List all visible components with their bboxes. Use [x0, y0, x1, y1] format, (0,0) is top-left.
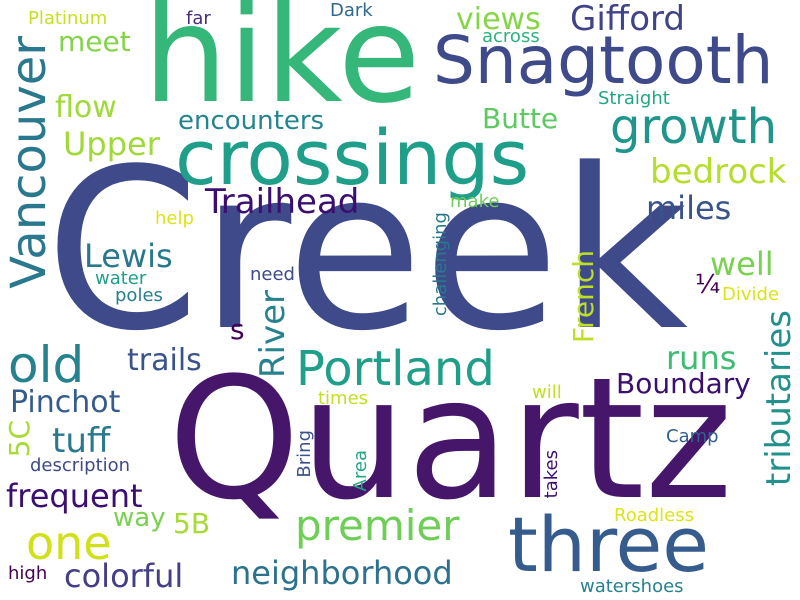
word-creek: Creek [45, 122, 689, 380]
word-area: Area [350, 450, 371, 492]
word-premier: premier [295, 501, 460, 550]
word-gifford: Gifford [570, 0, 685, 39]
word-camp: Camp [666, 426, 719, 447]
word-old: old [8, 336, 85, 394]
word-river: River [253, 290, 293, 379]
word-flow: flow [55, 90, 117, 125]
word-well: well [710, 245, 774, 283]
word-poles: poles [115, 285, 163, 306]
word-snagtooth: Snagtooth [433, 22, 774, 99]
word-boundary: Boundary [616, 367, 751, 400]
word-divide: Divide [722, 284, 780, 305]
word-tributaries: tributaries [759, 310, 799, 487]
word-views: views [456, 2, 541, 37]
word-quartz: Quartz [168, 341, 733, 537]
word-takes: takes [541, 450, 562, 499]
word-make: make [450, 191, 500, 212]
word-help: help [155, 208, 194, 229]
word-dark: Dark [330, 0, 373, 21]
word-way: way [113, 503, 166, 533]
word-crossings: crossings [175, 113, 530, 202]
word-trails: trails [127, 343, 202, 378]
word-bring: Bring [294, 430, 315, 478]
word-meet: meet [58, 25, 131, 58]
word-runs: runs [666, 339, 737, 377]
word-bedrock: bedrock [650, 152, 787, 192]
word-portland: Portland [296, 341, 495, 397]
word-growth: growth [610, 99, 778, 155]
word-straight: Straight [598, 88, 670, 109]
word-quarter: ¼ [695, 270, 721, 300]
word-water: water [95, 268, 147, 289]
word-hike: hike [143, 0, 421, 133]
word-high: high [8, 563, 48, 584]
word-pinchot: Pinchot [10, 385, 121, 420]
word-trailhead: Trailhead [205, 182, 360, 222]
word-roadless: Roadless [614, 505, 694, 526]
word-tuff: tuff [52, 421, 111, 461]
word-platinum: Platinum [28, 8, 108, 29]
word-vancouver: Vancouver [1, 36, 57, 289]
word-three: three [508, 500, 710, 589]
word-encounters: encounters [178, 106, 325, 136]
word-s: s [230, 313, 245, 346]
word-one: one [26, 516, 112, 570]
word-challenging: challenging [430, 212, 451, 317]
word-5c: 5C [3, 420, 36, 458]
word-colorful: colorful [64, 557, 184, 595]
word-lewis: Lewis [84, 237, 173, 275]
word-need: need [250, 264, 295, 285]
word-french: French [567, 250, 600, 344]
word-times: times [318, 388, 369, 409]
word-across: across [482, 26, 540, 47]
word-neighborhood: neighborhood [231, 554, 453, 592]
word-miles: miles [646, 189, 732, 227]
word-5b: 5B [173, 507, 211, 540]
word-far: far [186, 8, 211, 29]
word-frequent: frequent [6, 477, 143, 515]
word-will: will [532, 382, 562, 403]
word-description: description [30, 455, 131, 476]
word-upper: Upper [63, 125, 160, 163]
word-butte: Butte [482, 102, 559, 135]
word-watershoes: watershoes [580, 576, 684, 597]
